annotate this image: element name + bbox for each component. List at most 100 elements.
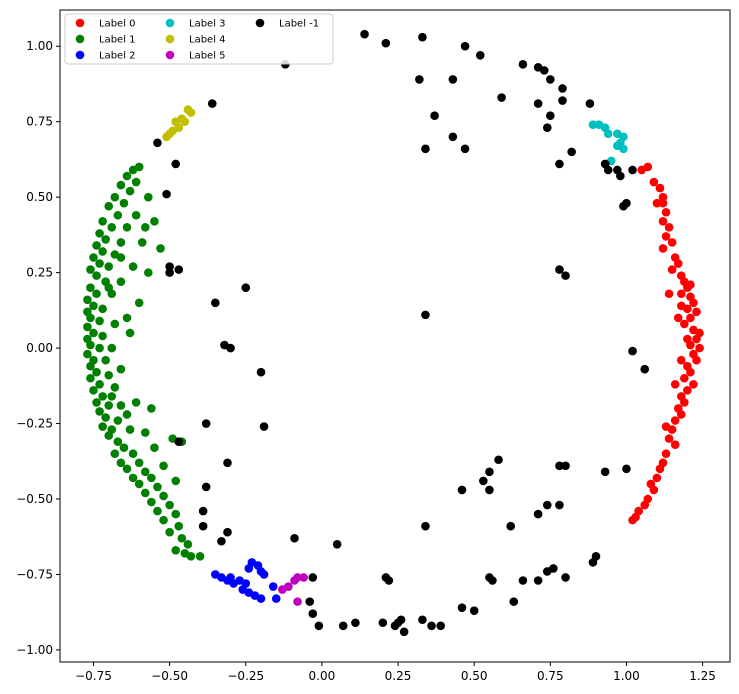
data-point	[107, 343, 117, 353]
data-point	[670, 440, 680, 449]
data-point	[122, 410, 132, 419]
data-point	[256, 367, 266, 377]
data-point	[661, 449, 671, 459]
data-point	[628, 346, 637, 356]
data-point	[86, 361, 95, 371]
data-point	[488, 576, 497, 585]
data-point	[284, 582, 293, 591]
data-point	[588, 120, 598, 129]
data-point	[506, 521, 516, 531]
data-point	[533, 509, 543, 519]
data-point	[558, 84, 567, 93]
data-point	[116, 180, 126, 190]
data-point	[661, 207, 671, 217]
data-point	[92, 367, 101, 377]
data-point	[658, 244, 668, 253]
data-point	[603, 165, 613, 175]
data-point	[588, 558, 598, 567]
data-point	[95, 407, 104, 416]
legend-entry: Label 2	[75, 51, 136, 62]
data-point	[217, 536, 226, 546]
data-point	[92, 271, 101, 280]
data-point	[98, 247, 107, 256]
data-point	[686, 367, 695, 377]
data-point	[332, 539, 342, 549]
legend-label: Label 2	[99, 51, 136, 62]
data-point	[683, 334, 692, 344]
data-point	[542, 500, 552, 510]
data-point	[98, 217, 107, 226]
data-point	[494, 455, 503, 465]
data-point	[308, 609, 318, 618]
data-point	[549, 564, 558, 573]
data-point	[195, 552, 205, 561]
data-point	[421, 310, 430, 320]
x-tick-label: 0.50	[461, 669, 488, 683]
x-tick-label: −0.50	[151, 669, 188, 683]
data-point	[448, 75, 458, 84]
data-point	[479, 476, 488, 486]
data-point	[122, 223, 132, 232]
data-point	[95, 380, 104, 389]
data-point	[628, 515, 637, 525]
data-point	[673, 259, 683, 268]
legend-label: Label -1	[279, 19, 319, 30]
data-point	[308, 573, 318, 582]
data-point	[673, 313, 683, 323]
data-point	[83, 295, 92, 305]
data-point	[153, 138, 162, 148]
data-point	[98, 422, 107, 431]
data-point	[223, 527, 232, 537]
data-point	[92, 289, 101, 299]
data-point	[658, 198, 668, 208]
legend: Label 0 Label 1 Label 2 Label 3 Label 4 Label…	[64, 13, 334, 65]
data-point	[561, 573, 570, 582]
data-point	[683, 386, 692, 395]
data-point	[95, 316, 104, 326]
data-point	[116, 458, 126, 468]
data-points	[83, 29, 704, 637]
data-point	[421, 144, 430, 154]
data-point	[692, 334, 701, 344]
data-point	[676, 301, 686, 311]
data-point	[518, 60, 528, 69]
data-point	[305, 597, 315, 606]
legend-entry: Label 1	[75, 35, 136, 46]
data-point	[655, 464, 665, 474]
data-point	[457, 603, 467, 612]
data-point	[268, 582, 278, 591]
data-point	[546, 111, 555, 120]
data-point	[555, 461, 564, 471]
data-point	[125, 186, 135, 196]
data-point	[542, 123, 552, 133]
legend-entry: Label 0	[75, 18, 136, 30]
data-point	[664, 223, 674, 232]
data-point	[183, 539, 193, 549]
data-point	[640, 500, 650, 510]
data-point	[561, 461, 570, 471]
data-point	[92, 398, 101, 407]
series-2	[211, 558, 281, 603]
data-point	[533, 99, 543, 108]
data-point	[619, 201, 628, 211]
data-point	[86, 265, 95, 274]
data-point	[110, 383, 120, 392]
data-point	[131, 210, 141, 220]
data-point	[186, 552, 196, 561]
data-point	[421, 521, 430, 531]
data-point	[98, 331, 107, 341]
data-point	[680, 398, 689, 407]
legend-marker	[75, 18, 85, 28]
legend-entry: Label 4	[165, 35, 226, 46]
legend-label: Label 4	[189, 35, 226, 46]
data-point	[95, 259, 104, 268]
data-point	[104, 401, 114, 410]
data-point	[418, 615, 427, 625]
data-point	[485, 485, 494, 495]
data-point	[116, 277, 126, 286]
data-point	[198, 506, 208, 516]
series-0	[628, 162, 704, 525]
data-point	[448, 132, 458, 142]
data-point	[290, 533, 299, 543]
data-point	[153, 506, 162, 516]
